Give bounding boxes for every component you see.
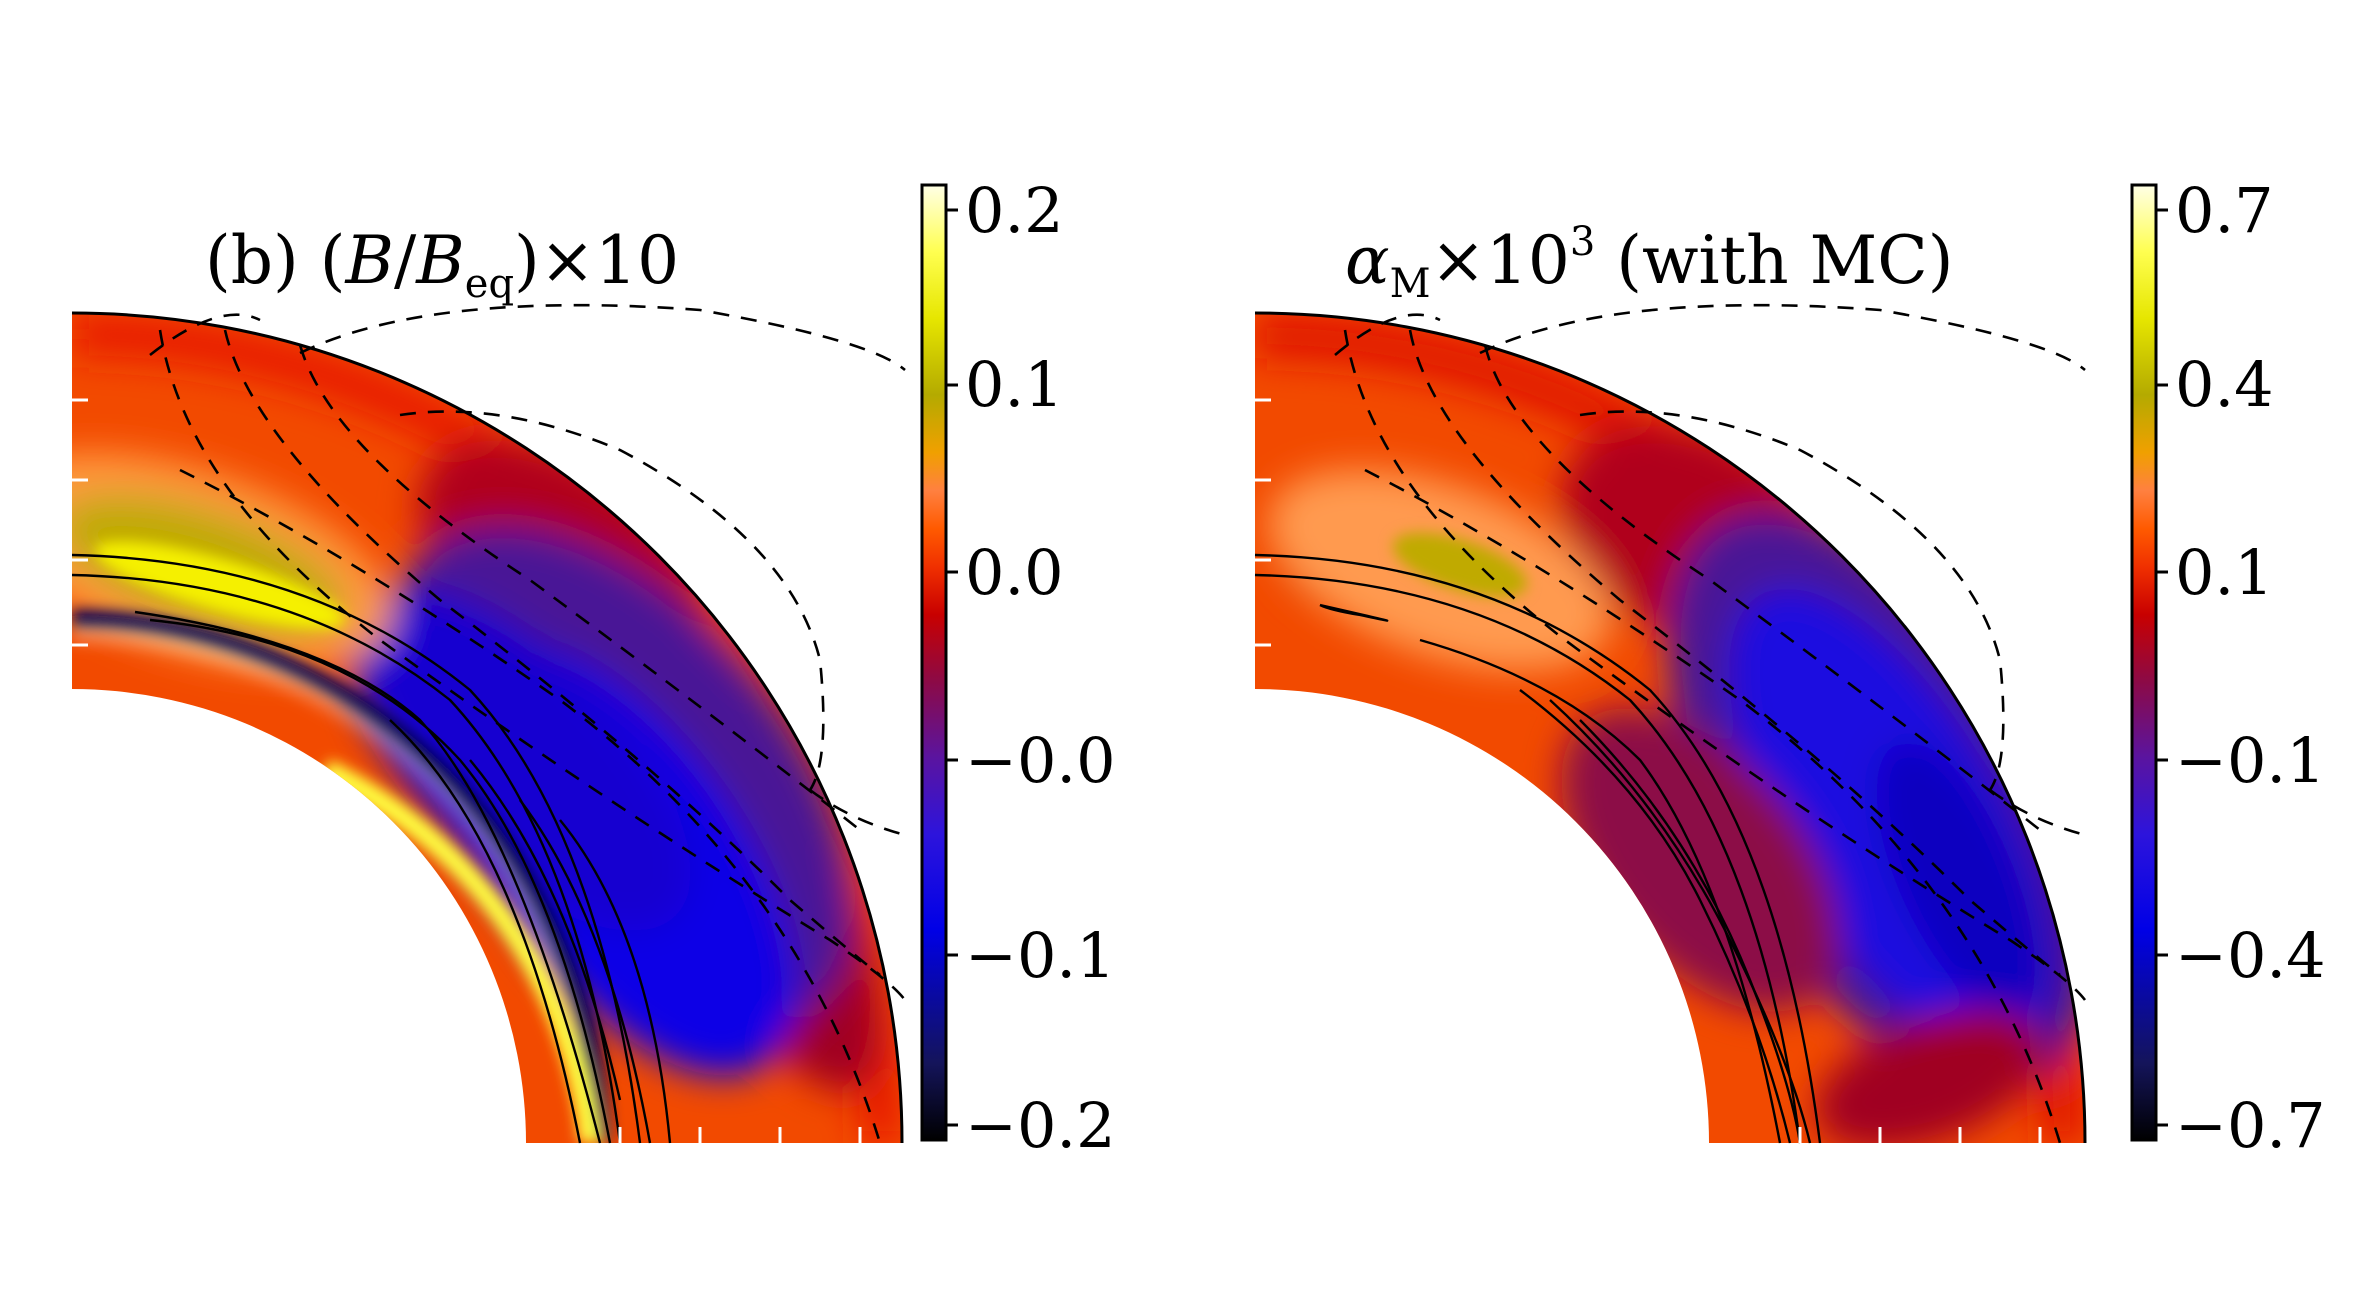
left-dashed-contours xyxy=(149,303,907,1144)
left-colorbar-gradient xyxy=(920,183,948,1142)
right-dashed-contours xyxy=(1334,303,2087,1144)
right-solid-contours xyxy=(1254,553,1822,1144)
left-cb-tick-label: −0.1 xyxy=(965,919,1116,992)
right-shell-field xyxy=(1255,313,2085,1143)
left-solid-contours xyxy=(71,553,672,1144)
left-cb-tick-label: −0.2 xyxy=(965,1089,1116,1162)
left-panel: (b) (B/Beq)×10 0.2 0.1 0.0 −0.0 −0.1 −0.… xyxy=(71,174,1116,1162)
right-cb-tick-label: −0.7 xyxy=(2175,1089,2326,1162)
right-axis-ticks xyxy=(1255,398,2042,1143)
left-outer-boundary xyxy=(71,311,904,1144)
right-colorbar: 0.7 0.4 0.1 −0.1 −0.4 −0.7 xyxy=(2130,174,2326,1162)
right-cb-tick-label: −0.4 xyxy=(2175,919,2326,992)
left-cb-tick-label: −0.0 xyxy=(965,724,1116,797)
right-cb-tick-label: 0.4 xyxy=(2175,348,2274,421)
left-shell-field xyxy=(72,313,902,1143)
right-cb-tick-label: −0.1 xyxy=(2175,724,2326,797)
left-cb-tick-label: 0.2 xyxy=(965,174,1064,247)
right-colorbar-gradient xyxy=(2130,183,2158,1142)
left-colorbar: 0.2 0.1 0.0 −0.0 −0.1 −0.2 xyxy=(920,174,1116,1162)
left-cb-tick-label: 0.0 xyxy=(965,536,1064,609)
right-panel-title: αM×103 (with MC) xyxy=(1345,219,1953,307)
left-cb-tick-label: 0.1 xyxy=(965,348,1064,421)
left-panel-title: (b) (B/Beq)×10 xyxy=(205,222,679,307)
right-panel: αM×103 (with MC) 0.7 0.4 0.1 −0.1 −0.4 −… xyxy=(1254,174,2326,1162)
right-cb-tick-label: 0.7 xyxy=(2175,174,2274,247)
right-cb-tick-label: 0.1 xyxy=(2175,536,2274,609)
left-axis-ticks xyxy=(72,398,862,1143)
right-outer-boundary xyxy=(1254,311,2087,1144)
